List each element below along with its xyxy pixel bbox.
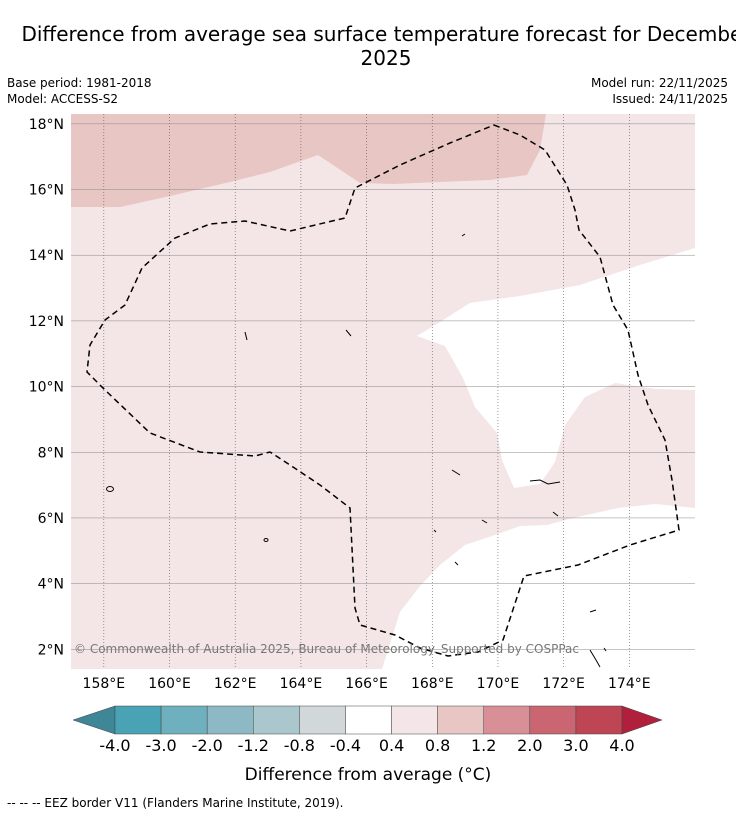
colorbar: -4.0 -3.0 -2.0 -1.2 -0.8 -0.4 0.4 0.8 1.2 2.0 3.0 4… (72, 705, 663, 785)
longitude-tick-label: 166°E (345, 676, 388, 692)
colorbar-cell (345, 705, 392, 735)
longitude-labels: 158°E 160°E 162°E 164°E 166°E 168°E 170°E 172°E… (83, 676, 651, 692)
colorbar-tick-label: 1.2 (471, 736, 496, 755)
colorbar-tick-label: -3.0 (145, 736, 176, 755)
longitude-tick-label: 170°E (477, 676, 520, 692)
colorbar-tick-label: -1.2 (238, 736, 269, 755)
copyright-text: © Commonwealth of Australia 2025, Bureau… (74, 642, 579, 656)
colorbar-tick-label: 3.0 (563, 736, 588, 755)
model-run-label: Model run: 22/11/2025 (590, 76, 728, 90)
colorbar-tick-label: 2.0 (517, 736, 542, 755)
colorbar-tick-label: 4.0 (609, 736, 634, 755)
latitude-tick-label: 8°N (38, 445, 64, 461)
latitude-tick-label: 4°N (38, 577, 64, 593)
latitude-labels: 18°N 16°N 14°N 12°N 10°N 8°N 6°N 4°N 2°N (29, 117, 64, 658)
colorbar-tick-label: -0.4 (330, 736, 361, 755)
colorbar-cell (160, 705, 208, 735)
map-gridlines (71, 114, 695, 669)
anomaly-band-0-8-1-2 (71, 114, 546, 207)
colorbar-cell (483, 705, 531, 735)
colorbar-tick-label: -4.0 (99, 736, 130, 755)
longitude-tick-label: 160°E (148, 676, 191, 692)
colorbar-cell (437, 705, 484, 735)
latitude-tick-label: 12°N (29, 314, 64, 330)
eez-footnote: -- -- -- EEZ border V11 (Flanders Marine… (7, 796, 344, 810)
eez-border (86, 124, 680, 657)
latitude-tick-label: 6°N (38, 511, 64, 527)
anomaly-band-neutral (382, 248, 695, 669)
base-period-label: Base period: 1981-2018 (7, 76, 152, 90)
model-label: Model: ACCESS-S2 (7, 92, 119, 106)
colorbar-tick-label: -0.8 (284, 736, 315, 755)
colorbar-under-arrow (72, 705, 116, 735)
colorbar-tick-label: 0.4 (379, 736, 404, 755)
latitude-tick-label: 14°N (29, 248, 64, 264)
islands (106, 233, 607, 668)
longitude-tick-label: 172°E (542, 676, 585, 692)
colorbar-labels: -4.0 -3.0 -2.0 -1.2 -0.8 -0.4 0.4 0.8 1.2 2.0 3.0 4… (99, 736, 634, 755)
colorbar-cell (575, 705, 623, 735)
latitude-tick-label: 2°N (38, 642, 64, 658)
colorbar-over-arrow (621, 705, 663, 735)
colorbar-cell (529, 705, 577, 735)
colorbar-cell (114, 705, 162, 735)
meta-right: Model run: 22/11/2025 Issued: 24/11/2025 (591, 75, 728, 107)
colorbar-tick-label: -2.0 (192, 736, 223, 755)
colorbar-cells (114, 705, 623, 735)
latitude-tick-label: 18°N (29, 117, 64, 133)
colorbar-cell (253, 705, 300, 735)
longitude-tick-label: 162°E (214, 676, 257, 692)
longitude-tick-label: 158°E (83, 676, 126, 692)
longitude-tick-label: 164°E (280, 676, 323, 692)
longitude-tick-label: 168°E (411, 676, 454, 692)
issued-label: Issued: 24/11/2025 (612, 92, 728, 106)
page-title: Difference from average sea surface temp… (21, 22, 736, 70)
latitude-tick-label: 16°N (29, 183, 64, 199)
colorbar-title: Difference from average (°C) (245, 765, 492, 785)
latitude-tick-label: 10°N (29, 380, 64, 396)
map-area[interactable]: © Commonwealth of Australia 2025, Bureau… (71, 114, 695, 669)
colorbar-cell (299, 705, 346, 735)
meta-left: Base period: 1981-2018 Model: ACCESS-S2 (7, 75, 152, 107)
longitude-tick-label: 174°E (608, 676, 651, 692)
colorbar-tick-label: 0.8 (425, 736, 450, 755)
colorbar-cell (206, 705, 254, 735)
colorbar-cell (391, 705, 438, 735)
